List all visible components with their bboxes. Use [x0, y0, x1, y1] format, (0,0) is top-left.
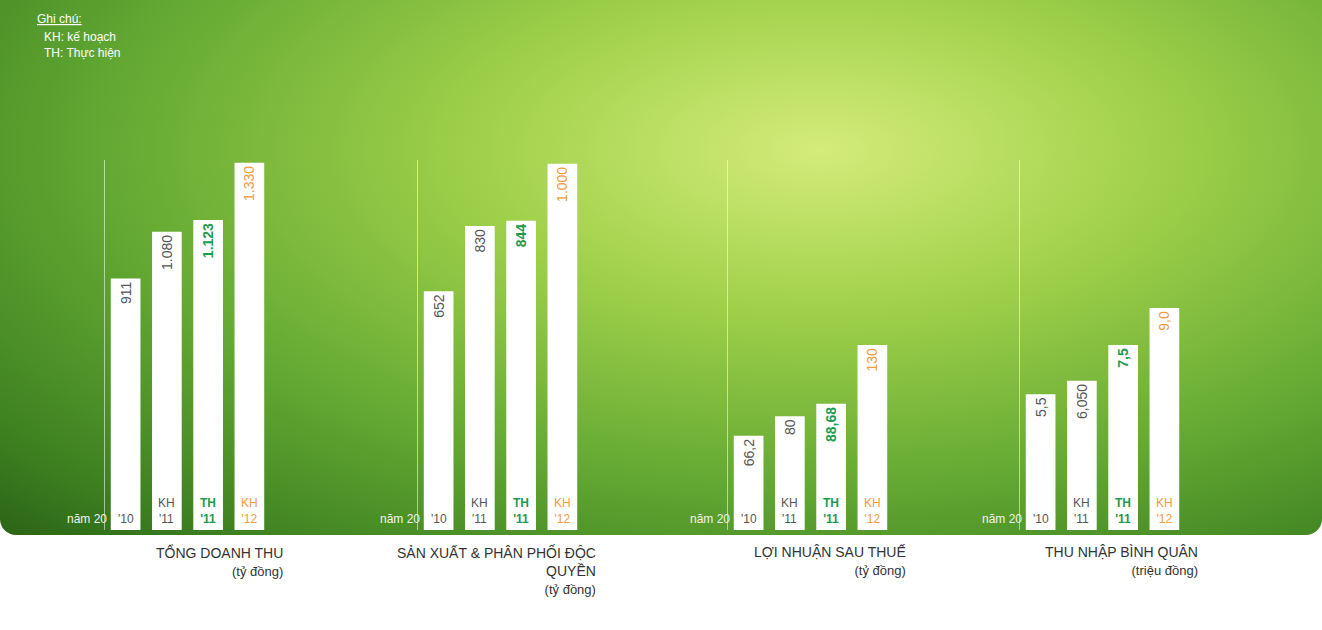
svg-text:LỢI NHUẬN SAU THUẾ(tỷ đồng): LỢI NHUẬN SAU THUẾ(tỷ đồng): [754, 544, 906, 578]
svg-text:TH'11: TH'11: [200, 496, 216, 526]
svg-text:năm 20: năm 20: [67, 512, 107, 526]
svg-text:5,5: 5,5: [1033, 397, 1049, 417]
svg-text:1.123: 1.123: [200, 223, 216, 258]
svg-text:80: 80: [782, 419, 798, 435]
svg-text:KH'12: KH'12: [554, 496, 571, 526]
svg-text:KH: kế hoạchTH: Thực hiện: KH: kế hoạchTH: Thực hiện: [44, 30, 121, 60]
svg-text:KH'12: KH'12: [241, 496, 258, 526]
svg-text:1.080: 1.080: [159, 235, 175, 270]
svg-text:1.330: 1.330: [241, 166, 257, 201]
svg-text:TỔNG DOANH THU(tỷ đồng): TỔNG DOANH THU(tỷ đồng): [156, 544, 283, 579]
svg-text:năm 20: năm 20: [982, 512, 1022, 526]
svg-text:830: 830: [472, 229, 488, 253]
svg-text:KH'12: KH'12: [1156, 496, 1173, 526]
svg-text:KH'12: KH'12: [864, 496, 881, 526]
svg-text:Ghi chú:: Ghi chú:: [37, 12, 82, 26]
svg-text:130: 130: [864, 348, 880, 372]
svg-text:66,2: 66,2: [741, 439, 757, 466]
svg-text:88,68: 88,68: [823, 407, 839, 442]
svg-text:'10: '10: [431, 512, 447, 526]
svg-text:TH'11: TH'11: [1115, 496, 1131, 526]
svg-text:năm 20: năm 20: [690, 512, 730, 526]
svg-text:TH'11: TH'11: [823, 496, 839, 526]
svg-text:911: 911: [118, 281, 134, 304]
svg-text:7,5: 7,5: [1115, 348, 1131, 368]
svg-text:TH'11: TH'11: [513, 496, 529, 526]
svg-text:năm 20: năm 20: [380, 512, 420, 526]
svg-text:KH'11: KH'11: [158, 496, 175, 526]
svg-text:THU NHẬP BÌNH QUÂN(triệu đồng): THU NHẬP BÌNH QUÂN(triệu đồng): [1045, 544, 1198, 578]
svg-text:KH'11: KH'11: [471, 496, 488, 526]
svg-text:'10: '10: [1033, 512, 1049, 526]
svg-text:KH'11: KH'11: [1073, 496, 1090, 526]
svg-text:'10: '10: [118, 512, 134, 526]
svg-text:652: 652: [431, 294, 447, 318]
svg-text:'10: '10: [741, 512, 757, 526]
svg-text:SẢN XUẤT & PHÂN PHỐI ĐỘCQUYỀN(: SẢN XUẤT & PHÂN PHỐI ĐỘCQUYỀN(tỷ đồng): [397, 544, 596, 597]
svg-text:844: 844: [513, 224, 529, 248]
svg-text:6,050: 6,050: [1074, 384, 1090, 419]
svg-text:KH'11: KH'11: [781, 496, 798, 526]
svg-text:9,0: 9,0: [1156, 311, 1172, 331]
svg-text:1.000: 1.000: [554, 167, 570, 202]
